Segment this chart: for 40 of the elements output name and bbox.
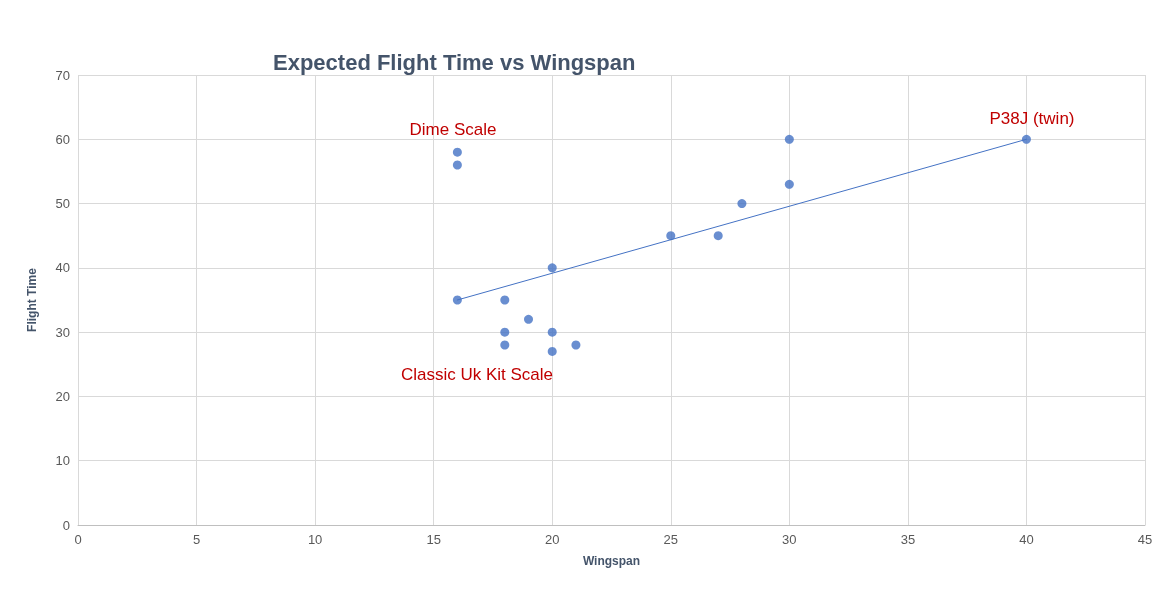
x-tick-label: 45	[1137, 532, 1153, 547]
x-tick-label: 15	[426, 532, 441, 547]
x-tick-label: 35	[900, 532, 916, 547]
point	[547, 346, 557, 356]
x-tick-label: 25	[663, 532, 679, 547]
point	[452, 160, 462, 170]
point	[500, 327, 510, 337]
y-tick-label: 10	[55, 453, 70, 469]
x-tick-label: 10	[307, 532, 323, 547]
point	[713, 231, 723, 241]
x-tick-label: 20	[544, 532, 560, 547]
annotation: P38J (twin)	[989, 108, 1075, 128]
annotation: Dime Scale	[409, 119, 497, 139]
point	[784, 134, 794, 144]
x-tick-label: 40	[1019, 532, 1034, 547]
x-axis-title: Wingspan	[582, 554, 641, 568]
point	[547, 263, 557, 273]
point	[524, 314, 534, 324]
y-tick-label: 50	[55, 196, 70, 212]
point	[452, 147, 462, 157]
point	[571, 340, 581, 350]
x-tick-label: 30	[782, 532, 797, 547]
chart-title: Expected Flight Time vs Wingspan	[273, 49, 636, 75]
point	[1021, 134, 1031, 144]
point	[784, 179, 794, 189]
point	[666, 231, 676, 241]
point	[500, 340, 510, 350]
point	[500, 295, 510, 305]
y-tick-label: 30	[55, 324, 70, 340]
y-tick-label: 70	[55, 67, 70, 83]
point	[547, 327, 557, 337]
point	[737, 199, 747, 209]
y-tick-label: 20	[55, 388, 70, 404]
annotation: Classic Uk Kit Scale	[400, 364, 554, 384]
x-tick-label: 0	[74, 532, 82, 547]
y-tick-label: 60	[55, 131, 70, 147]
y-tick-label: 40	[55, 260, 70, 276]
y-axis-title: Flight Time	[25, 267, 39, 332]
x-tick-label: 5	[192, 532, 201, 547]
y-tick-label: 0	[62, 517, 70, 533]
